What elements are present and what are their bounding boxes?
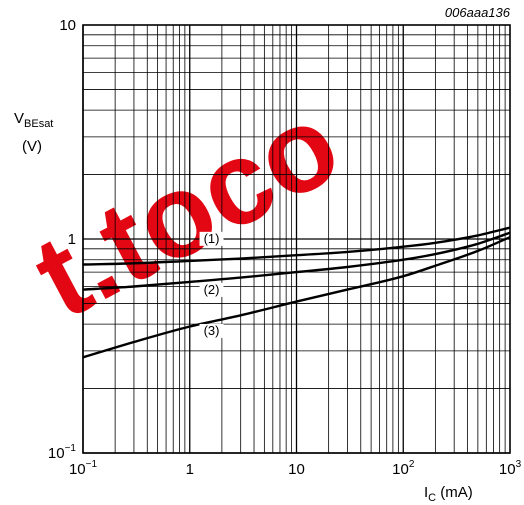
x-tick-label: 1 — [186, 461, 194, 478]
series-label-1: (1) — [204, 231, 220, 246]
y-tick-labels: 10−1 1 10 — [48, 17, 77, 462]
x-axis-label-unit: (mA) — [436, 484, 473, 501]
x-tick-label: 10 — [288, 461, 305, 478]
curves — [82, 226, 511, 359]
series-label-background — [199, 282, 224, 297]
x-tick-label: 103 — [499, 459, 522, 478]
series-line-3 — [82, 236, 511, 359]
x-tick-label: 10−1 — [69, 459, 98, 478]
y-axis-label-sub: BEsat — [24, 118, 53, 130]
y-tick-label: 10 — [59, 17, 76, 34]
y-axis-unit: (V) — [22, 138, 42, 155]
x-tick-labels: 10−1 1 10 102 103 — [69, 459, 522, 478]
series-label-background — [199, 231, 224, 246]
series-line-1 — [82, 226, 511, 266]
x-axis-label-sub: C — [428, 492, 436, 504]
series-label-background — [199, 323, 224, 338]
x-tick-label: 102 — [392, 459, 415, 478]
y-tick-label: 1 — [68, 231, 76, 248]
plot-frame — [82, 24, 511, 454]
y-tick-label: 10−1 — [48, 443, 77, 462]
chart-code: 006aaa136 — [445, 5, 511, 20]
curve-labels: (1) (2) (3) — [199, 231, 224, 338]
x-axis-label-main: I — [424, 484, 428, 501]
x-axis-label: IC (mA) — [424, 484, 473, 504]
series-line-2 — [82, 231, 511, 291]
grid — [82, 24, 511, 454]
y-axis-label-main: V — [14, 110, 24, 127]
series-label-2: (2) — [204, 282, 220, 297]
watermark: t.toco — [14, 77, 360, 344]
y-axis-label: VBEsat — [14, 110, 53, 130]
series-label-3: (3) — [204, 323, 220, 338]
